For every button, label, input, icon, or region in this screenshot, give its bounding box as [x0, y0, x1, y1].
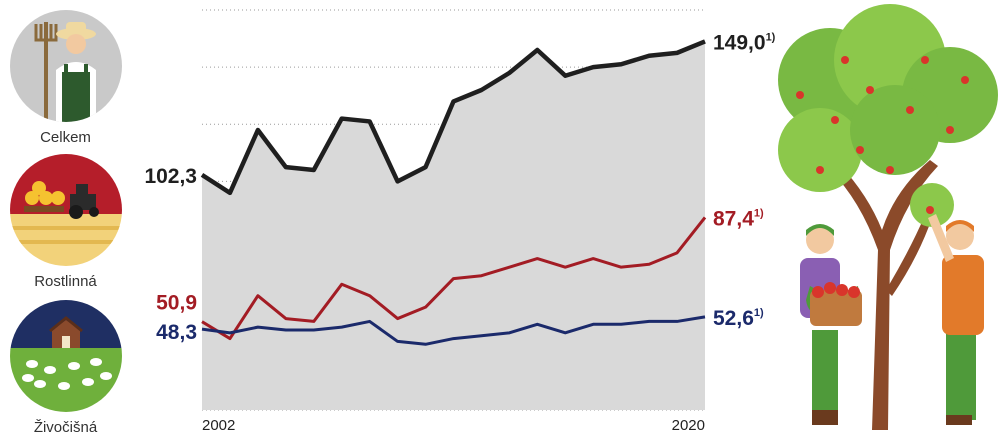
- barn-sheep-icon: [9, 300, 122, 412]
- chart-lines: [200, 39, 707, 346]
- end-note-zivocisna: 1): [754, 307, 764, 319]
- x-tick-label: 2020: [672, 417, 705, 434]
- chart-value-labels: 102,3 149,01) 50,9 87,41) 48,3 52,61): [144, 31, 775, 344]
- x-tick-label: 2002: [202, 417, 235, 434]
- series-line-celkem: [200, 39, 706, 196]
- legend-item-celkem: Celkem: [8, 10, 123, 146]
- legend-label-celkem: Celkem: [40, 129, 91, 146]
- legend-item-rostlinna: Rostlinná: [8, 154, 123, 290]
- chart-area-fill: [202, 41, 705, 411]
- start-label-celkem: 102,3: [144, 165, 197, 188]
- legend-label-rostlinna: Rostlinná: [34, 273, 97, 290]
- farmer-icon: [9, 10, 122, 122]
- end-note-rostlinna: 1): [754, 207, 764, 219]
- apple-tree-illustration: [778, 4, 998, 430]
- series-line-rostlinna: [201, 216, 707, 341]
- end-label-celkem: 149,01): [713, 31, 776, 54]
- legend-label-zivocisna: Živočišná: [33, 419, 98, 436]
- start-label-zivocisna: 48,3: [156, 321, 197, 344]
- legend-item-zivocisna: Živočišná: [8, 300, 123, 436]
- tractor-hay-icon: [9, 154, 122, 266]
- end-label-zivocisna: 52,61): [713, 307, 764, 330]
- start-label-rostlinna: 50,9: [156, 292, 197, 315]
- chart-x-ticks: 2002 2020: [202, 417, 705, 434]
- series-line-zivocisna: [201, 315, 706, 346]
- end-label-rostlinna: 87,41): [713, 207, 764, 230]
- end-note-celkem: 1): [766, 31, 776, 43]
